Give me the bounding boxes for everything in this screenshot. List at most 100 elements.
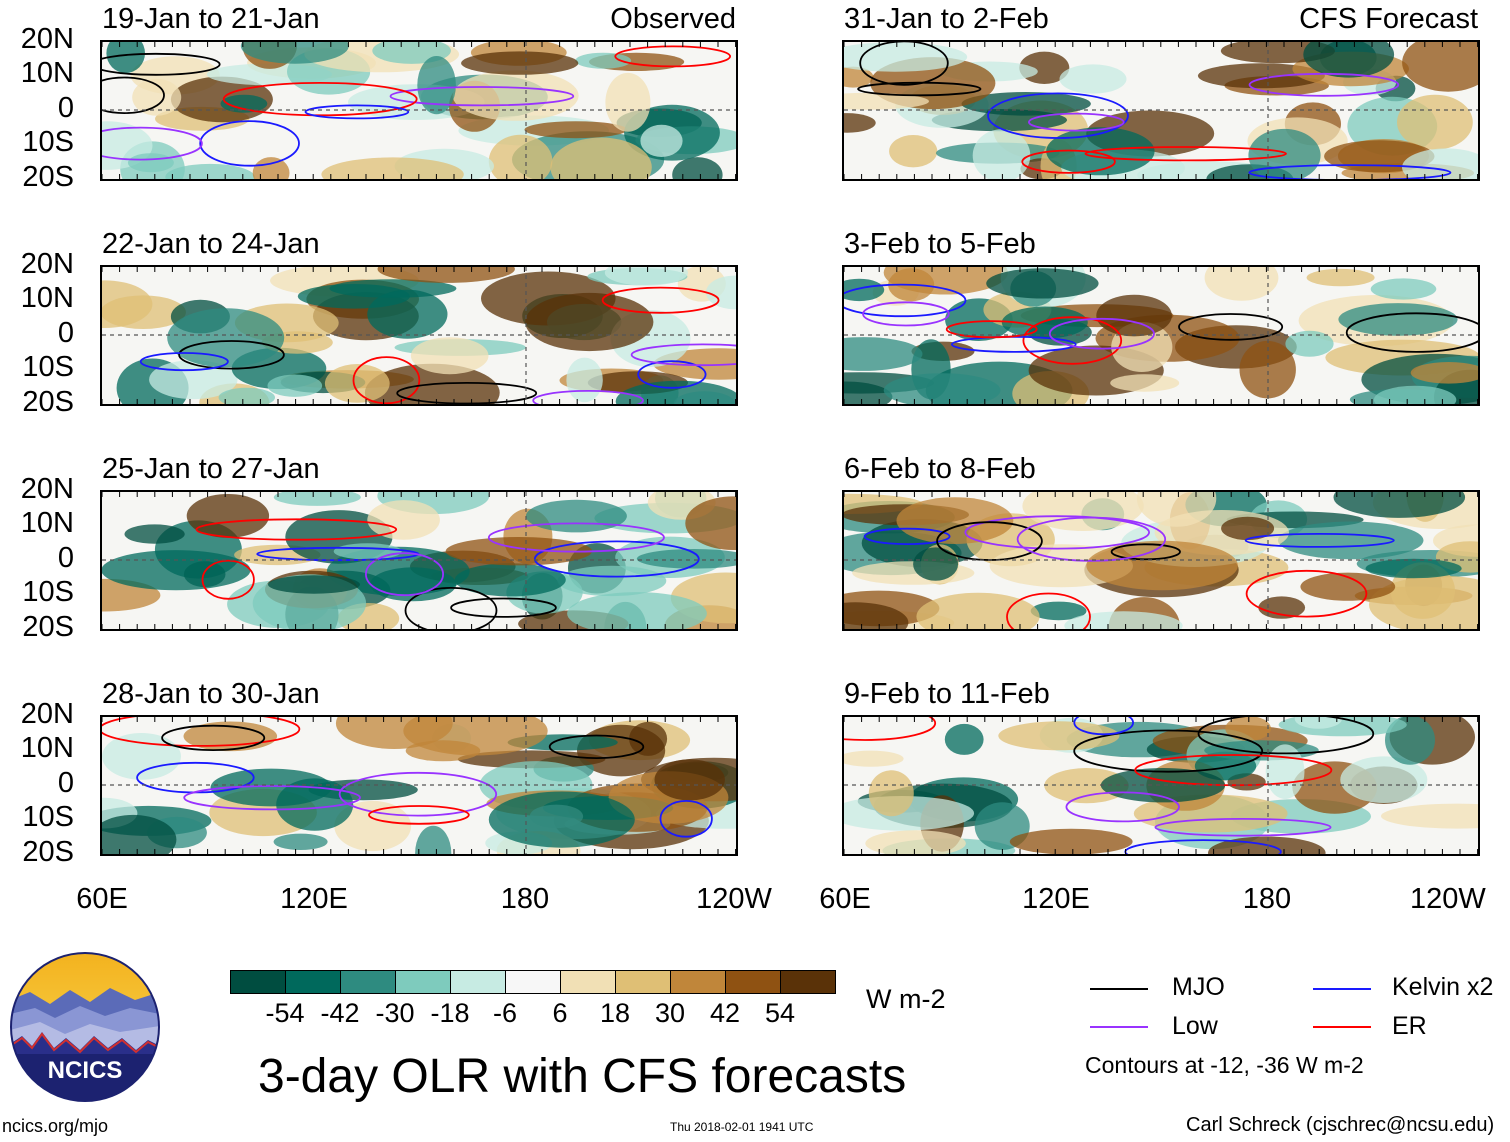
olr-anomaly-blob (367, 289, 448, 339)
map-panel-left-4 (100, 715, 738, 856)
units-label: W m-2 (866, 984, 946, 1014)
olr-anomaly-blob (1239, 340, 1296, 399)
olr-anomaly-blob (844, 337, 923, 371)
y-label-row1-4: 10S (22, 126, 74, 158)
olr-anomaly-blob (1402, 42, 1478, 92)
x-label-left-60e: 60E (76, 883, 128, 915)
wave-contour (1084, 146, 1287, 162)
colorbar-swatch (725, 970, 781, 994)
wave-contour (1110, 543, 1181, 561)
forecast-tag: CFS Forecast (1299, 3, 1478, 35)
ncics-logo: NCICS (10, 952, 160, 1102)
wave-contour (548, 734, 645, 760)
footer-timestamp: Thu 2018-02-01 1941 UTC (670, 1120, 814, 1134)
olr-anomaly-blob (673, 391, 736, 404)
olr-anomaly-blob (488, 791, 635, 848)
olr-anomaly-blob (1064, 611, 1183, 629)
wave-contour (1197, 717, 1375, 755)
colorbar-label: 30 (654, 998, 686, 1028)
figure-title: 3-day OLR with CFS forecasts (258, 1050, 907, 1103)
olr-anomaly-blob (844, 92, 929, 110)
olr-anomaly-blob (640, 124, 683, 157)
olr-anomaly-blob (324, 364, 390, 403)
wave-contour (178, 340, 285, 370)
olr-field (102, 492, 736, 629)
wave-contour (1073, 729, 1264, 773)
wave-contour (222, 81, 418, 117)
colorbar-swatch (505, 970, 561, 994)
wave-contour (1248, 164, 1452, 179)
olr-anomaly-blob (132, 78, 182, 116)
x-label-right-180: 180 (1242, 883, 1292, 915)
wave-contour (1244, 533, 1395, 548)
olr-anomaly-blob (972, 129, 1031, 179)
olr-anomaly-blob (334, 800, 412, 852)
olr-anomaly-blob (865, 830, 966, 854)
y-label-row4-1: 20N (20, 698, 74, 730)
legend-line-mjo (1090, 988, 1148, 990)
footer-author: Carl Schreck (cjschrec@ncsu.edu) (1186, 1114, 1495, 1136)
olr-anomaly-blob (1001, 306, 1088, 339)
colorbar-label: -18 (430, 998, 470, 1028)
olr-anomaly-blob (1370, 278, 1437, 300)
olr-anomaly-blob (321, 157, 464, 179)
legend-line-low (1090, 1026, 1148, 1028)
wave-contour (195, 518, 398, 541)
wave-contour (533, 540, 700, 578)
olr-anomaly-blob (335, 717, 453, 749)
olr-field (844, 717, 1478, 854)
wave-contour (389, 86, 575, 107)
olr-anomaly-blob (604, 267, 688, 286)
wave-contour (396, 382, 538, 404)
wave-contour (1178, 313, 1284, 341)
olr-field (102, 42, 736, 179)
olr-anomaly-blob (457, 750, 606, 769)
legend-label-low: Low (1172, 1012, 1218, 1040)
map-panel-right-1 (842, 40, 1480, 181)
wave-contour (102, 126, 203, 161)
observed-tag: Observed (610, 3, 736, 35)
olr-field (102, 267, 736, 404)
colorbar-label: 6 (552, 998, 568, 1028)
x-label-right-120e: 120E (1022, 883, 1090, 915)
olr-anomaly-blob (944, 723, 984, 755)
legend-line-er (1313, 1026, 1371, 1028)
olr-anomaly-blob (124, 524, 185, 544)
map-panel-left-3 (100, 490, 738, 631)
panel-title-right-3: 6-Feb to 8-Feb (844, 453, 1036, 485)
y-label-row4-4: 10S (22, 801, 74, 833)
olr-anomaly-blob (844, 42, 968, 72)
olr-anomaly-blob (273, 833, 328, 850)
olr-anomaly-blob (1059, 64, 1127, 94)
olr-anomaly-blob (706, 275, 736, 310)
wave-contour (487, 522, 665, 553)
ncics-logo-graphic: NCICS (10, 952, 160, 1102)
olr-anomaly-blob (1306, 268, 1375, 287)
olr-anomaly-blob (868, 770, 914, 817)
olr-anomaly-blob (1285, 330, 1334, 357)
wave-contour (532, 390, 644, 404)
olr-anomaly-blob (844, 113, 876, 133)
colorbar-label: -42 (320, 998, 360, 1028)
wave-contour (404, 587, 498, 629)
wave-contour (450, 597, 557, 618)
wave-contour (364, 552, 444, 597)
colorbar-swatch (615, 970, 671, 994)
wave-contour (601, 286, 720, 314)
wave-contour (614, 45, 731, 68)
olr-anomaly-blob (240, 42, 349, 64)
wave-contour (630, 343, 736, 367)
olr-anomaly-blob (998, 721, 1120, 751)
colorbar-swatch (450, 970, 506, 994)
olr-anomaly-blob (367, 500, 440, 540)
x-label-right-60e: 60E (819, 883, 871, 915)
olr-anomaly-blob (654, 759, 725, 801)
wave-contour (161, 724, 266, 751)
y-label-row3-2: 10N (20, 507, 74, 539)
x-label-left-180: 180 (500, 883, 550, 915)
olr-anomaly-blob (550, 137, 652, 179)
olr-anomaly-blob (1381, 803, 1478, 829)
wave-contour (1022, 316, 1123, 365)
legend-label-mjo: MJO (1172, 973, 1225, 1001)
colorbar-swatch (670, 970, 726, 994)
